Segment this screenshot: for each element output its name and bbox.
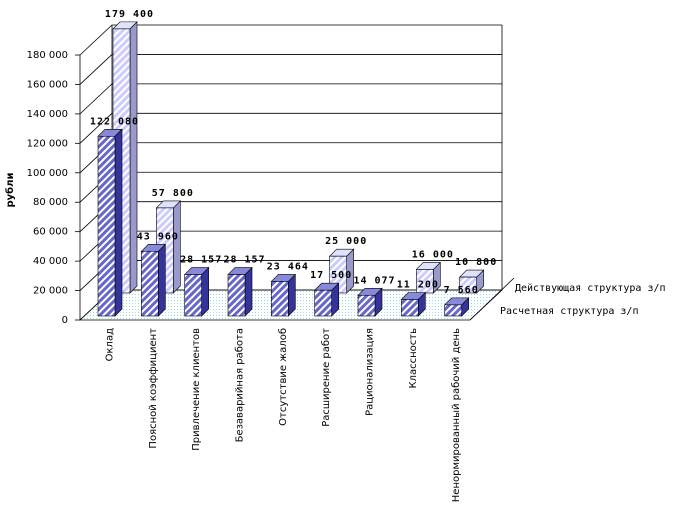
depth-axis: [469, 277, 515, 321]
value-label: 28 157: [223, 255, 265, 266]
bar-side: [114, 128, 123, 317]
x-tick-label: Ненормированный рабочий день: [451, 328, 462, 502]
bar-side: [173, 200, 181, 294]
grid-line: [79, 83, 502, 115]
bar-front: [271, 281, 289, 317]
grid-line: [79, 24, 502, 56]
grid-line: [79, 171, 502, 203]
grid-line: [79, 142, 502, 174]
bar: [183, 266, 210, 317]
grid-line: [79, 112, 502, 144]
grid-line: [79, 54, 502, 85]
bar: [415, 261, 442, 294]
x-tick-label: Расширение работ: [321, 328, 332, 427]
x-tick-label: Отсутствие жалоб: [278, 328, 289, 426]
y-tick-label: 80 000: [33, 197, 68, 208]
bar: [140, 243, 167, 317]
bar: [443, 297, 470, 317]
y-tick-label: 180 000: [27, 50, 68, 61]
y-axis-title: рубли: [4, 173, 16, 208]
bar-front: [401, 299, 419, 317]
y-tick-label: 120 000: [27, 138, 68, 149]
x-tick-label: Поясной коэффициент: [148, 328, 159, 449]
value-label: 57 800: [152, 188, 194, 199]
bar-side: [201, 266, 209, 317]
value-label: 16 000: [412, 249, 454, 260]
bar: [270, 273, 297, 317]
value-label: 17 500: [310, 270, 352, 281]
bar: [458, 269, 485, 294]
value-label: 122 080: [90, 116, 139, 127]
value-label: 7 560: [444, 285, 479, 296]
value-label: 14 077: [353, 275, 395, 286]
y-tick-label: 100 000: [27, 168, 68, 179]
bar: [400, 291, 427, 317]
y-tick-label: 0: [62, 315, 68, 326]
value-label: 28 157: [180, 255, 222, 266]
bar-side: [244, 266, 253, 317]
x-tick-label: Безаварийная работа: [235, 328, 246, 442]
bar-side: [129, 21, 138, 294]
bar-front: [227, 274, 246, 317]
x-tick-label: Оклад: [105, 328, 116, 361]
y-tick-label: 20 000: [33, 286, 68, 297]
bar-front: [459, 276, 477, 294]
y-tick-label: 160 000: [27, 79, 68, 90]
bar-front: [141, 250, 159, 317]
value-label: 10 800: [455, 257, 497, 268]
bar-front: [97, 135, 116, 317]
y-tick-label: 40 000: [33, 256, 68, 267]
bar: [227, 266, 253, 317]
bar-front: [357, 294, 376, 317]
bar-front: [444, 304, 462, 317]
x-tick-label: Классность: [408, 328, 419, 389]
value-label: 11 200: [397, 280, 439, 291]
value-label: 25 000: [325, 236, 367, 247]
bar-side: [158, 243, 166, 317]
value-label: 23 464: [267, 261, 309, 272]
value-label: 43 960: [137, 231, 179, 242]
series-name: Действующая структура з/п: [515, 282, 666, 294]
x-tick-label: Привлечение клиентов: [191, 328, 202, 451]
value-label: 179 400: [105, 9, 154, 20]
bar: [357, 287, 383, 317]
bar: [97, 128, 123, 317]
bar-front: [184, 274, 202, 317]
series-name: Расчетная структура з/п: [500, 306, 638, 317]
x-tick-label: Рационализация: [365, 328, 376, 416]
bar: [313, 282, 340, 317]
grid-line: [79, 201, 502, 232]
bar-front: [314, 289, 332, 317]
y-tick-label: 140 000: [27, 109, 68, 120]
y-tick-label: 60 000: [33, 227, 68, 238]
